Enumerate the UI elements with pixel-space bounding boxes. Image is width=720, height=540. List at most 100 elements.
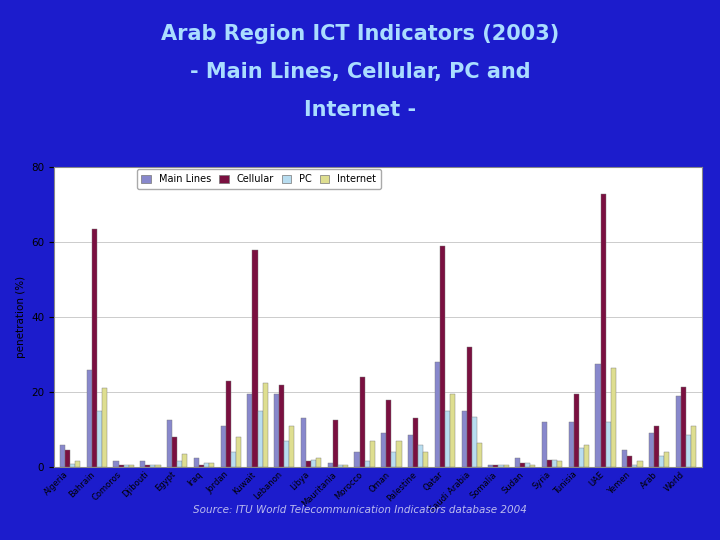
Bar bbox=[450, 394, 455, 467]
Bar bbox=[199, 465, 204, 467]
Bar bbox=[177, 462, 182, 467]
Bar bbox=[119, 465, 124, 467]
Bar bbox=[333, 420, 338, 467]
Bar bbox=[665, 452, 670, 467]
Bar bbox=[156, 465, 161, 467]
Bar bbox=[114, 462, 119, 467]
Bar bbox=[606, 422, 611, 467]
Bar bbox=[557, 462, 562, 467]
Bar bbox=[686, 435, 691, 467]
Bar bbox=[622, 450, 627, 467]
Bar bbox=[311, 460, 316, 467]
Bar bbox=[552, 460, 557, 467]
Text: Arab Region ICT Indicators (2003): Arab Region ICT Indicators (2003) bbox=[161, 24, 559, 44]
Bar bbox=[579, 448, 584, 467]
Bar bbox=[503, 465, 508, 467]
Bar bbox=[681, 387, 686, 467]
Bar bbox=[627, 456, 632, 467]
Bar bbox=[274, 394, 279, 467]
Bar bbox=[86, 370, 91, 467]
Bar bbox=[520, 463, 526, 467]
Bar bbox=[91, 229, 97, 467]
Bar bbox=[204, 463, 209, 467]
Bar bbox=[150, 465, 156, 467]
Bar bbox=[354, 452, 359, 467]
Bar bbox=[75, 462, 80, 467]
Bar bbox=[301, 418, 306, 467]
Bar bbox=[397, 441, 402, 467]
Bar bbox=[584, 444, 589, 467]
Bar bbox=[65, 450, 70, 467]
Bar bbox=[230, 452, 236, 467]
Bar bbox=[248, 394, 253, 467]
Bar bbox=[225, 381, 230, 467]
Bar bbox=[209, 463, 214, 467]
Bar bbox=[472, 416, 477, 467]
Bar bbox=[129, 465, 134, 467]
Bar bbox=[632, 465, 637, 467]
Bar bbox=[172, 437, 177, 467]
Bar bbox=[359, 377, 364, 467]
Bar bbox=[691, 426, 696, 467]
Bar bbox=[182, 454, 187, 467]
Legend: Main Lines, Cellular, PC, Internet: Main Lines, Cellular, PC, Internet bbox=[137, 169, 381, 189]
Bar bbox=[124, 465, 129, 467]
Bar bbox=[364, 462, 369, 467]
Bar bbox=[547, 460, 552, 467]
Bar bbox=[649, 434, 654, 467]
Bar bbox=[279, 384, 284, 467]
Bar bbox=[493, 465, 498, 467]
Bar bbox=[611, 368, 616, 467]
Bar bbox=[542, 422, 547, 467]
Bar bbox=[423, 452, 428, 467]
Bar bbox=[445, 411, 450, 467]
Bar bbox=[467, 347, 472, 467]
Bar bbox=[258, 411, 263, 467]
Y-axis label: penetration (%): penetration (%) bbox=[16, 276, 26, 359]
Bar bbox=[369, 441, 375, 467]
Text: Internet -: Internet - bbox=[304, 100, 416, 120]
Bar bbox=[488, 465, 493, 467]
Bar bbox=[637, 462, 642, 467]
Bar bbox=[676, 396, 681, 467]
Bar bbox=[97, 411, 102, 467]
Bar bbox=[236, 437, 241, 467]
Text: - Main Lines, Cellular, PC and: - Main Lines, Cellular, PC and bbox=[189, 62, 531, 82]
Bar bbox=[343, 465, 348, 467]
Bar bbox=[413, 418, 418, 467]
Bar bbox=[462, 411, 467, 467]
Bar bbox=[595, 364, 600, 467]
Text: Source: ITU World Telecommunication Indicators database 2004: Source: ITU World Telecommunication Indi… bbox=[193, 505, 527, 515]
Bar bbox=[418, 444, 423, 467]
Bar bbox=[435, 362, 440, 467]
Bar bbox=[284, 441, 289, 467]
Bar bbox=[408, 435, 413, 467]
Bar bbox=[140, 462, 145, 467]
Bar bbox=[440, 246, 445, 467]
Bar bbox=[220, 426, 225, 467]
Bar bbox=[328, 463, 333, 467]
Bar bbox=[526, 463, 531, 467]
Bar bbox=[392, 452, 397, 467]
Bar bbox=[289, 426, 294, 467]
Bar bbox=[70, 464, 75, 467]
Bar bbox=[659, 456, 665, 467]
Bar bbox=[515, 458, 520, 467]
Bar bbox=[600, 194, 606, 467]
Bar bbox=[531, 465, 536, 467]
Bar bbox=[263, 383, 268, 467]
Bar bbox=[574, 394, 579, 467]
Bar bbox=[381, 434, 387, 467]
Bar bbox=[102, 388, 107, 467]
Bar bbox=[167, 420, 172, 467]
Bar bbox=[338, 465, 343, 467]
Bar bbox=[654, 426, 659, 467]
Bar bbox=[306, 462, 311, 467]
Bar bbox=[387, 400, 392, 467]
Bar bbox=[316, 458, 321, 467]
Bar bbox=[60, 444, 65, 467]
Bar bbox=[477, 443, 482, 467]
Bar bbox=[498, 465, 503, 467]
Bar bbox=[569, 422, 574, 467]
Bar bbox=[194, 458, 199, 467]
